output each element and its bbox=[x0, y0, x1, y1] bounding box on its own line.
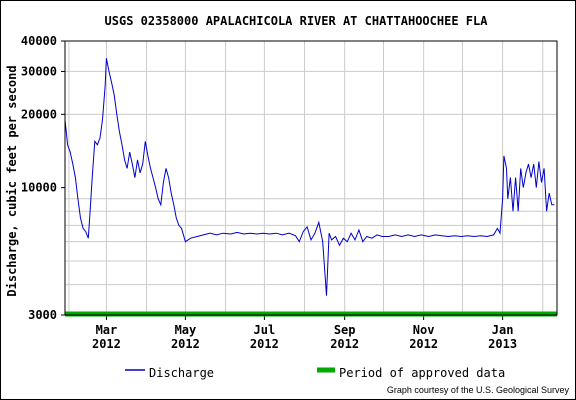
y-axis-label: Discharge, cubic feet per second bbox=[5, 65, 19, 296]
plot-border bbox=[64, 40, 558, 316]
y-tick-label: 3000 bbox=[28, 308, 57, 322]
x-tick-label: Jan bbox=[492, 323, 514, 337]
approved-data-legend-swatch bbox=[317, 367, 335, 373]
discharge-legend-swatch bbox=[125, 369, 145, 371]
y-tick-label: 10000 bbox=[21, 181, 57, 195]
x-tick-label: Jul bbox=[254, 323, 276, 337]
x-tick-label: Sep bbox=[334, 323, 356, 337]
y-tick-label: 20000 bbox=[21, 107, 57, 121]
discharge-series-line bbox=[64, 58, 555, 296]
x-tick-year-label: 2012 bbox=[330, 337, 359, 351]
x-tick-label: Nov bbox=[413, 323, 435, 337]
x-tick-year-label: 2012 bbox=[409, 337, 438, 351]
y-tick-label: 30000 bbox=[21, 64, 57, 78]
plot-area: 300010000200003000040000Mar2012May2012Ju… bbox=[21, 34, 558, 351]
approved-data-legend-label: Period of approved data bbox=[339, 366, 506, 380]
x-tick-year-label: 2012 bbox=[92, 337, 121, 351]
discharge-legend-label: Discharge bbox=[149, 366, 215, 380]
chart-title: USGS 02358000 APALACHICOLA RIVER AT CHAT… bbox=[105, 14, 489, 28]
y-tick-label: 40000 bbox=[21, 34, 57, 48]
x-tick-year-label: 2012 bbox=[250, 337, 279, 351]
x-tick-year-label: 2013 bbox=[488, 337, 517, 351]
x-tick-label: May bbox=[175, 323, 197, 337]
x-tick-label: Mar bbox=[96, 323, 118, 337]
usgs-credit: Graph courtesy of the U.S. Geological Su… bbox=[386, 385, 569, 395]
x-tick-year-label: 2012 bbox=[171, 337, 200, 351]
